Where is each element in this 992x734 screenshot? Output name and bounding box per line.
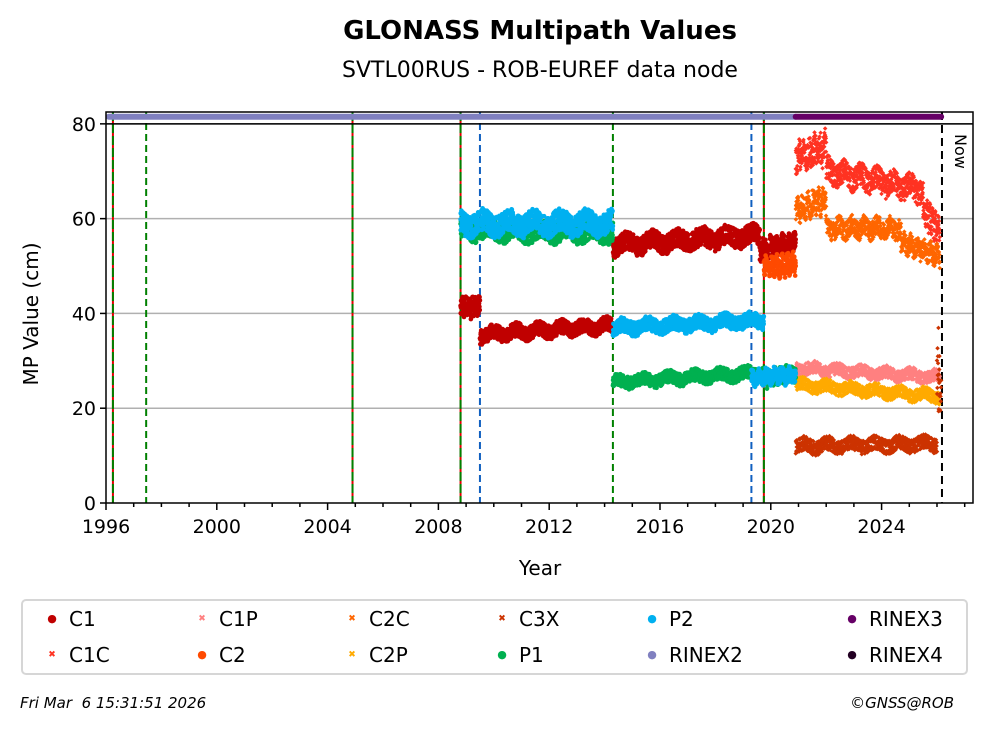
data-point xyxy=(918,259,923,264)
data-point xyxy=(774,251,780,257)
data-point xyxy=(818,130,823,135)
data-point xyxy=(477,294,482,300)
data-point xyxy=(793,217,799,222)
data-point xyxy=(477,304,482,309)
data-point xyxy=(630,232,636,237)
data-point xyxy=(793,263,799,269)
data-point xyxy=(792,273,798,278)
data-point xyxy=(461,314,467,320)
data-point xyxy=(782,275,788,280)
data-points xyxy=(458,126,944,458)
data-point xyxy=(762,272,768,278)
data-point xyxy=(792,254,797,260)
data-point xyxy=(477,298,483,303)
data-point xyxy=(879,191,884,197)
event-lines xyxy=(111,112,943,503)
data-point xyxy=(790,249,796,255)
data-point xyxy=(763,237,768,243)
data-point xyxy=(793,237,799,242)
data-point xyxy=(477,307,483,313)
data-point xyxy=(608,316,614,322)
chart-subtitle: SVTL00RUS - ROB-EUREF data node xyxy=(342,58,738,83)
series-C1 xyxy=(458,220,799,347)
data-point xyxy=(757,227,763,233)
data-point xyxy=(822,126,828,131)
data-point xyxy=(793,232,798,237)
chart-title: GLONASS Multipath Values xyxy=(343,16,737,46)
data-point xyxy=(902,197,907,203)
data-point xyxy=(820,166,825,171)
series-C2 xyxy=(761,249,799,281)
